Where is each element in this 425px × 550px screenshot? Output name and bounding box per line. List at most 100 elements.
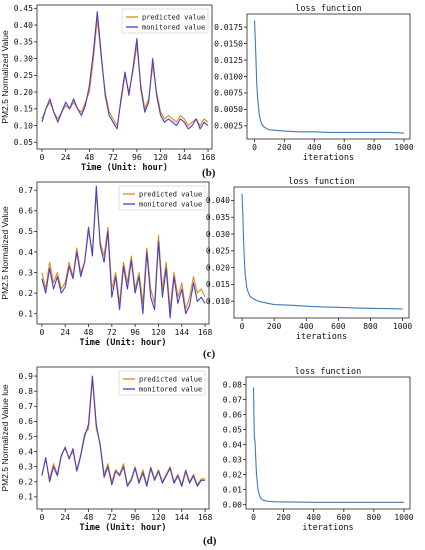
x-axis-label: iterations (296, 332, 347, 342)
x-tick-label: 200 (277, 143, 292, 152)
x-tick-label: 144 (177, 153, 192, 162)
plot-frame (233, 186, 410, 319)
y-tick-label: 0.025 (206, 247, 230, 256)
y-tick-label: 0.35 (14, 38, 33, 47)
x-tick-label: 96 (130, 328, 140, 337)
y-tick-label: 0.4 (19, 248, 34, 257)
x-tick-label: 600 (337, 513, 352, 522)
x-tick-label: 120 (151, 513, 166, 522)
x-tick-label: 800 (363, 322, 378, 331)
x-axis-label: Time (Unit: hour) (80, 522, 167, 533)
y-tick-label: 0.020 (206, 263, 230, 272)
row-label-d: (d) (203, 535, 217, 547)
y-tick-label: 0.0100 (214, 72, 243, 81)
x-tick-label: 144 (175, 513, 190, 522)
series-line-loss (252, 387, 404, 503)
series-line-predicted-value (41, 193, 206, 311)
x-tick-label: 800 (367, 143, 382, 152)
y-tick-label: 0.10 (14, 121, 33, 130)
x-tick-label: 168 (201, 153, 216, 162)
x-tick-label: 48 (84, 513, 94, 522)
x-tick-label: 0 (240, 322, 245, 331)
series-line-loss (253, 20, 405, 134)
x-tick-label: 1000 (394, 143, 413, 152)
y-tick-label: 0.2 (19, 478, 34, 487)
x-tick-label: 600 (337, 143, 352, 152)
y-tick-label: 0.02 (223, 470, 242, 479)
x-tick-label: 400 (307, 143, 322, 152)
x-tick-label: 600 (331, 322, 346, 331)
y-tick-label: 0.0050 (214, 105, 243, 114)
x-tick-label: 72 (107, 328, 117, 337)
y-tick-label: 0.1 (19, 310, 34, 319)
plot-frame (36, 4, 213, 150)
x-tick-label: 120 (151, 328, 166, 337)
x-axis-label: Time (Unit: hour) (81, 162, 168, 173)
y-axis-label: PM2.5 Normalized Value (0, 206, 10, 300)
y-tick-label: 0.20 (14, 88, 33, 97)
y-tick-label: 0.4 (19, 447, 34, 456)
x-tick-label: 144 (175, 328, 190, 337)
y-tick-label: 0.06 (223, 410, 242, 419)
y-tick-label: 0.5 (19, 432, 34, 441)
x-tick-label: 96 (130, 513, 140, 522)
chart-d-left: 0 24 48 72 96 120 144 168 0.1 0.2 0.3 0.4 0.5 0.6 0.7 0… (0, 366, 213, 533)
series-line-monitored-value (41, 11, 209, 130)
y-tick-label: 0.15 (14, 105, 33, 114)
x-tick-label: 72 (107, 513, 117, 522)
chart-title: loss function (288, 177, 355, 187)
legend-label: predicted value (142, 14, 205, 22)
x-tick-label: 96 (132, 153, 142, 162)
y-tick-label: 0.0075 (214, 89, 243, 98)
legend-label: predicted value (139, 191, 202, 199)
x-tick-label: 0 (39, 328, 44, 337)
x-tick-label: 0 (251, 513, 256, 522)
y-tick-label: 0.040 (206, 196, 230, 205)
y-tick-label: 0.5 (19, 227, 34, 236)
series-line-monitored-value (41, 375, 206, 487)
y-tick-label: 0.25 (14, 71, 33, 80)
legend-box (118, 370, 206, 396)
y-tick-label: 0.00 (223, 500, 242, 509)
y-tick-label: 0.035 (206, 213, 230, 222)
series-line-monitored-value (41, 185, 206, 319)
x-tick-label: 24 (60, 328, 70, 337)
series-line-loss (241, 193, 403, 310)
y-tick-label: 0.08 (223, 380, 242, 389)
y-axis-label: PM2.5 Normalized Value (0, 30, 10, 124)
chart-b-left: 0 24 48 72 96 120 144 168 0.05 0.10 0.15 0.20 0.25 0.… (0, 4, 215, 173)
plot-frame (246, 13, 411, 140)
legend-box (121, 8, 209, 34)
x-tick-label: 200 (276, 513, 291, 522)
y-tick-label: 0.8 (19, 387, 34, 396)
x-tick-label: 0 (252, 143, 257, 152)
x-axis-label: iterations (303, 153, 354, 163)
chart-b-right: 0 200 400 600 800 1000 0.0025 0.0050 0.0075 0.010… (214, 4, 414, 163)
x-tick-label: 168 (198, 328, 213, 337)
x-tick-label: 48 (84, 328, 94, 337)
row-label-b: (b) (202, 167, 216, 179)
x-tick-label: 72 (108, 153, 118, 162)
x-tick-label: 120 (153, 153, 168, 162)
legend-box (118, 185, 206, 211)
x-tick-label: 24 (61, 153, 71, 162)
y-tick-label: 0.015 (206, 280, 230, 289)
x-tick-label: 1000 (394, 513, 413, 522)
chart-title: loss function (295, 367, 362, 377)
y-axis-label: PM2.5 Normalized Value lue (0, 384, 10, 491)
legend-label: monitored value (142, 24, 205, 32)
chart-title: loss function (295, 4, 362, 14)
y-tick-label: 0.04 (223, 440, 242, 449)
y-tick-label: 0.30 (14, 54, 33, 63)
y-tick-label: 0.0025 (214, 122, 243, 131)
x-tick-label: 200 (267, 322, 282, 331)
y-tick-label: 0.40 (14, 21, 33, 30)
row-label-c: (c) (203, 348, 216, 360)
legend-label: monitored value (139, 201, 202, 209)
x-tick-label: 400 (299, 322, 314, 331)
y-tick-label: 0.0125 (214, 56, 243, 65)
y-tick-label: 0.3 (19, 463, 34, 472)
y-tick-label: 0.010 (206, 297, 230, 306)
y-tick-label: 0.0150 (214, 39, 243, 48)
